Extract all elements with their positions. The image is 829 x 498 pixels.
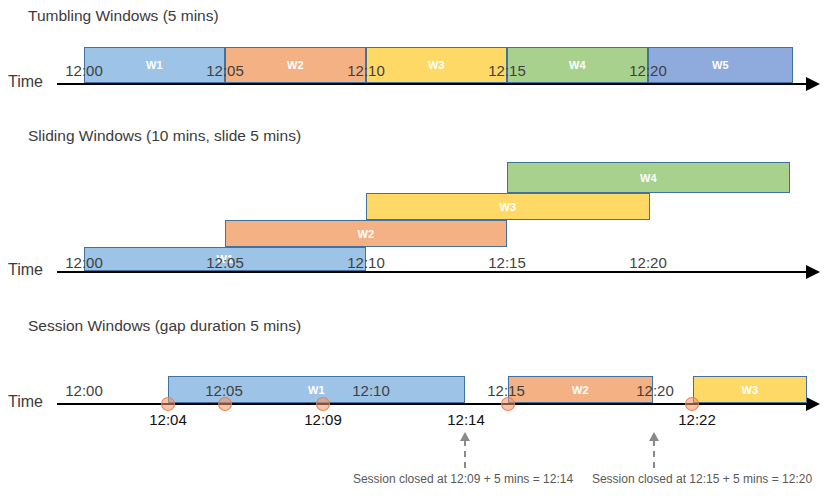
window-box-tumbling-w2: W2 <box>225 47 366 83</box>
tick-label-session: 12:10 <box>352 382 390 399</box>
tick-label-sliding: 12:20 <box>629 254 667 271</box>
tick-label-tumbling: 12:10 <box>347 62 385 79</box>
window-label: W1 <box>146 59 163 71</box>
annotation-text: Session closed at 12:09 + 5 mins = 12:14 <box>353 472 573 486</box>
axis-arrow-icon-session <box>806 397 820 411</box>
window-box-sliding-w2: W2 <box>225 220 507 247</box>
time-axis-label-session: Time <box>8 393 43 411</box>
annotation-arrow-line <box>464 440 466 468</box>
tick-label-sliding: 12:15 <box>488 254 526 271</box>
window-box-session-w3: W3 <box>693 376 807 403</box>
tick-label-tumbling: 12:00 <box>65 62 103 79</box>
tick-label-sliding: 12:00 <box>65 254 103 271</box>
section-title-sliding: Sliding Windows (10 mins, slide 5 mins) <box>28 127 301 145</box>
window-box-session-w2: W2 <box>508 376 653 403</box>
event-dot <box>316 397 330 411</box>
window-label: W2 <box>572 384 589 396</box>
annotation-arrow-up-icon <box>460 432 470 441</box>
axis-line-tumbling <box>57 83 806 85</box>
annotation-arrow-line <box>653 440 655 468</box>
tick-label-tumbling: 12:20 <box>629 62 667 79</box>
event-time-label: 12:09 <box>304 411 342 428</box>
stream-windowing-diagram: Tumbling Windows (5 mins) Sliding Window… <box>0 0 829 498</box>
event-time-label: 12:22 <box>678 411 716 428</box>
annotation-text: Session closed at 12:15 + 5 mins = 12:20 <box>592 472 812 486</box>
window-box-sliding-w4: W4 <box>507 162 790 193</box>
event-dot <box>685 397 699 411</box>
window-label: W3 <box>499 201 516 213</box>
event-time-label: 12:04 <box>149 411 187 428</box>
axis-arrow-icon-tumbling <box>806 77 820 91</box>
tick-label-tumbling: 12:05 <box>206 62 244 79</box>
window-box-tumbling-w5: W5 <box>648 47 793 83</box>
window-box-tumbling-w4: W4 <box>507 47 648 83</box>
tick-label-sliding: 12:10 <box>347 254 385 271</box>
window-box-sliding-w3: W3 <box>366 193 650 220</box>
tick-label-session: 12:00 <box>65 382 103 399</box>
event-dot <box>501 397 515 411</box>
tick-label-tumbling: 12:15 <box>488 62 526 79</box>
window-label: W4 <box>640 172 657 184</box>
window-label: W3 <box>741 384 758 396</box>
time-axis-label-tumbling: Time <box>8 73 43 91</box>
section-title-tumbling: Tumbling Windows (5 mins) <box>28 7 219 25</box>
window-label: W4 <box>569 59 586 71</box>
axis-line-sliding <box>57 271 806 273</box>
annotation-arrow-up-icon <box>649 432 659 441</box>
window-box-tumbling-w3: W3 <box>366 47 507 83</box>
window-label: W2 <box>287 59 304 71</box>
tick-label-sliding: 12:05 <box>206 254 244 271</box>
window-label: W3 <box>428 59 445 71</box>
event-dot <box>161 397 175 411</box>
tick-label-session: 12:20 <box>636 382 674 399</box>
event-time-label: 12:14 <box>447 411 485 428</box>
section-title-session: Session Windows (gap duration 5 mins) <box>28 317 301 335</box>
window-label: W2 <box>357 228 374 240</box>
window-label: W5 <box>712 59 729 71</box>
axis-arrow-icon-sliding <box>806 265 820 279</box>
time-axis-label-sliding: Time <box>8 261 43 279</box>
window-label: W1 <box>308 384 325 396</box>
event-dot <box>218 397 232 411</box>
window-box-tumbling-w1: W1 <box>84 47 225 83</box>
